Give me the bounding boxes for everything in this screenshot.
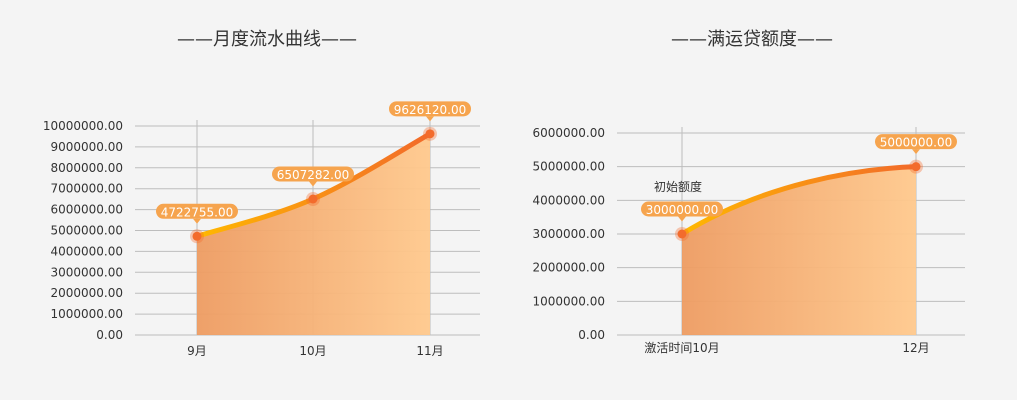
y-tick-label: 9000000.00 — [50, 140, 123, 154]
series-area — [197, 133, 430, 335]
x-tick-label: 11月 — [416, 344, 443, 358]
data-label-pointer — [912, 149, 920, 155]
y-tick-label: 7000000.00 — [50, 182, 123, 196]
data-label-pointer — [426, 116, 434, 122]
data-label-bg — [641, 201, 723, 217]
data-label-bg — [156, 203, 238, 219]
annotation-label: 初始额度 — [654, 179, 702, 194]
y-tick-label: 3000000.00 — [50, 265, 123, 279]
data-point — [911, 162, 921, 172]
x-tick-label: 12月 — [902, 341, 929, 355]
data-label-pointer — [678, 216, 686, 222]
y-tick-label: 1000000.00 — [532, 294, 605, 308]
y-tick-label: 8000000.00 — [50, 161, 123, 175]
x-tick-label: 激活时间10月 — [644, 341, 719, 355]
series-area — [682, 166, 916, 335]
y-tick-label: 2000000.00 — [50, 286, 123, 300]
data-point — [192, 231, 202, 241]
y-tick-label: 0.00 — [578, 328, 605, 342]
y-tick-label: 6000000.00 — [50, 203, 123, 217]
x-tick-label: 9月 — [187, 344, 207, 358]
chart-1: ——月度流水曲线—— 0.00 1000000.00 2000000.00 300000… — [43, 29, 480, 358]
data-label: 3000000.00 — [646, 203, 719, 217]
data-label-bg — [389, 101, 471, 117]
series-line — [679, 164, 919, 237]
data-label: 4722755.00 — [161, 205, 234, 219]
data-label-pointer — [309, 181, 317, 187]
y-tick-label: 5000000.00 — [50, 224, 123, 238]
y-tick-label: 6000000.00 — [532, 126, 605, 140]
y-tick-label: 4000000.00 — [50, 244, 123, 258]
y-tick-label: 2000000.00 — [532, 261, 605, 275]
data-point — [677, 229, 687, 239]
chart-2: ——满运贷额度—— 0.00 1000000.00 2000000.00 3000000… — [532, 29, 965, 355]
data-label-bg — [272, 166, 354, 182]
data-label: 5000000.00 — [880, 136, 953, 150]
data-point — [308, 194, 318, 204]
data-label-pointer — [193, 218, 201, 224]
y-tick-label: 3000000.00 — [532, 227, 605, 241]
data-label: 6507282.00 — [277, 168, 350, 182]
y-tick-label: 5000000.00 — [532, 160, 605, 174]
y-tick-label: 1000000.00 — [50, 307, 123, 321]
x-tick-label: 10月 — [299, 344, 326, 358]
data-point — [425, 129, 435, 139]
data-label-bg — [875, 134, 957, 150]
chart-title: ——月度流水曲线—— — [177, 29, 357, 50]
chart-title: ——满运贷额度—— — [671, 29, 833, 50]
y-tick-label: 10000000.00 — [43, 119, 123, 133]
y-tick-label: 0.00 — [96, 328, 123, 342]
y-tick-label: 4000000.00 — [532, 193, 605, 207]
data-label: 9626120.00 — [394, 103, 467, 117]
